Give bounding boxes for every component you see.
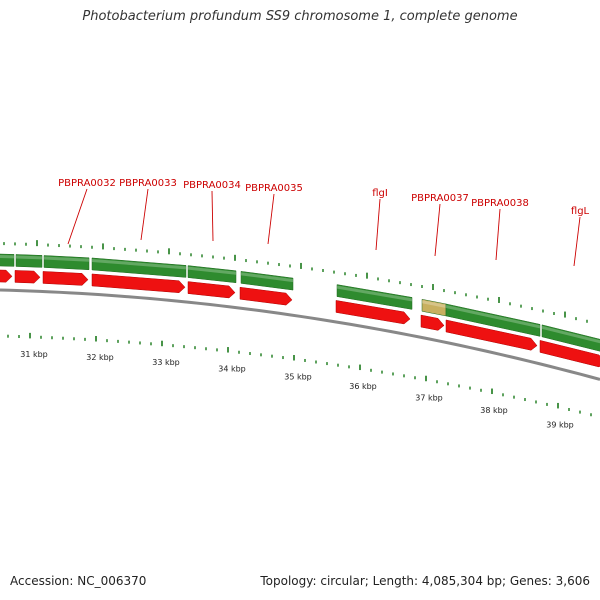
reverse-cds-track[interactable]	[0, 269, 600, 368]
callout-line	[495, 208, 501, 261]
bottom-tick-marks	[7, 332, 592, 417]
gene-block	[240, 271, 294, 291]
cds-arrow	[420, 314, 445, 331]
gene-block-shine	[92, 258, 186, 270]
gene-block-shine	[446, 304, 540, 329]
genome-stats-text: Topology: circular; Length: 4,085,304 bp…	[260, 574, 590, 588]
cds-arrow	[91, 273, 186, 293]
callout-line	[434, 203, 441, 257]
gene-block	[91, 257, 187, 278]
kbp-label: 32 kbp	[86, 353, 114, 362]
gene-block-shine	[44, 256, 89, 262]
gene-block-shine	[337, 285, 412, 302]
gene-label: PBPRA0038	[471, 198, 529, 209]
gene-label-callouts[interactable]: PBPRA0032 PBPRA0033 PBPRA0034 PBPRA0035 flgI…	[58, 178, 590, 267]
gene-block-shine	[0, 255, 14, 259]
gene-block	[187, 265, 237, 284]
cds-arrow	[42, 271, 89, 286]
gene-label: flgI	[372, 188, 388, 199]
callout-line	[67, 188, 88, 245]
cds-arrow	[539, 340, 600, 368]
top-tick-marks	[3, 240, 588, 323]
gene-block-shine	[422, 300, 446, 308]
kbp-label: 36 kbp	[349, 382, 377, 391]
gene-block	[445, 303, 541, 337]
gene-block	[43, 255, 90, 271]
kbp-label: 34 kbp	[218, 364, 246, 373]
gene-block	[541, 324, 600, 352]
cds-arrow	[335, 300, 411, 325]
accession-text: Accession: NC_006370	[10, 574, 147, 588]
gene-label: PBPRA0032	[58, 178, 116, 189]
kbp-label: 37 kbp	[415, 393, 443, 402]
chromosome-backbone	[0, 288, 600, 381]
callout-line	[375, 198, 381, 251]
gene-block-shine	[16, 255, 42, 260]
gene-block	[336, 284, 413, 310]
gene-block	[15, 254, 43, 268]
page-title: Photobacterium profundum SS9 chromosome …	[82, 9, 518, 24]
gene-block	[0, 253, 15, 267]
gene-block-shine	[241, 272, 293, 283]
gene-block-shine	[188, 266, 236, 275]
cds-arrow	[187, 281, 236, 299]
gene-block-shine	[542, 325, 600, 344]
callout-line	[573, 216, 581, 267]
gene-label: PBPRA0034	[183, 180, 241, 191]
kbp-label: 35 kbp	[284, 373, 312, 382]
gene-label: PBPRA0035	[245, 183, 303, 194]
kbp-label: 33 kbp	[152, 358, 180, 367]
gene-label: PBPRA0033	[119, 178, 177, 189]
forward-gene-track[interactable]	[0, 253, 600, 353]
cds-arrow	[0, 269, 13, 283]
kbp-label: 39 kbp	[546, 420, 574, 429]
callout-line	[140, 188, 149, 241]
callout-line	[267, 193, 275, 245]
gene-label: PBPRA0037	[411, 193, 469, 204]
kbp-label: 38 kbp	[480, 406, 508, 415]
cds-arrow	[445, 319, 538, 351]
gene-label: flgL	[571, 206, 590, 217]
cds-arrow	[14, 270, 41, 284]
callout-line	[211, 190, 214, 242]
kbp-label: 31 kbp	[20, 350, 48, 359]
kbp-scale-labels: 31 kbp 32 kbp 33 kbp 34 kbp 35 kbp 36 kbp 37 k…	[20, 350, 574, 429]
cds-arrow	[239, 286, 293, 306]
